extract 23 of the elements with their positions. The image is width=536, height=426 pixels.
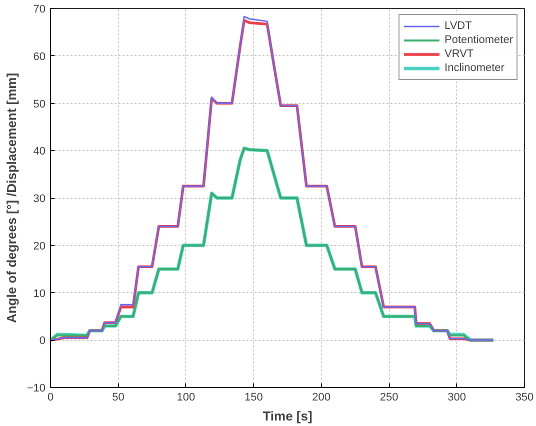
y-tick-label: 70 bbox=[33, 4, 46, 16]
y-tick-label: 40 bbox=[33, 146, 46, 158]
x-tick-label: 350 bbox=[515, 392, 534, 404]
x-tick-label: 100 bbox=[176, 392, 196, 404]
legend-label: LVDT bbox=[444, 19, 472, 33]
x-tick-label: 300 bbox=[448, 392, 466, 404]
y-tick-label: 30 bbox=[33, 193, 46, 205]
y-tick-label: −10 bbox=[26, 382, 46, 394]
x-tick-label: 250 bbox=[380, 392, 398, 404]
x-axis-title: Time [s] bbox=[262, 408, 312, 424]
y-tick-label: 10 bbox=[33, 288, 46, 300]
y-tick-label: 50 bbox=[33, 98, 46, 110]
y-axis-title: Angle of degrees [°] /Displacement [mm] bbox=[4, 72, 19, 324]
y-tick-label: 60 bbox=[33, 50, 46, 63]
legend-label: Potentiometer bbox=[444, 33, 513, 47]
x-tick-label: 0 bbox=[47, 392, 54, 404]
y-tick-label: 0 bbox=[39, 335, 46, 348]
legend-label: Inclinometer bbox=[444, 61, 504, 75]
y-tick-label: 20 bbox=[33, 240, 46, 252]
x-tick-label: 200 bbox=[312, 392, 331, 404]
legend-label: VRVT bbox=[444, 47, 474, 61]
x-tick-label: 50 bbox=[112, 392, 124, 404]
x-tick-label: 150 bbox=[244, 392, 263, 404]
